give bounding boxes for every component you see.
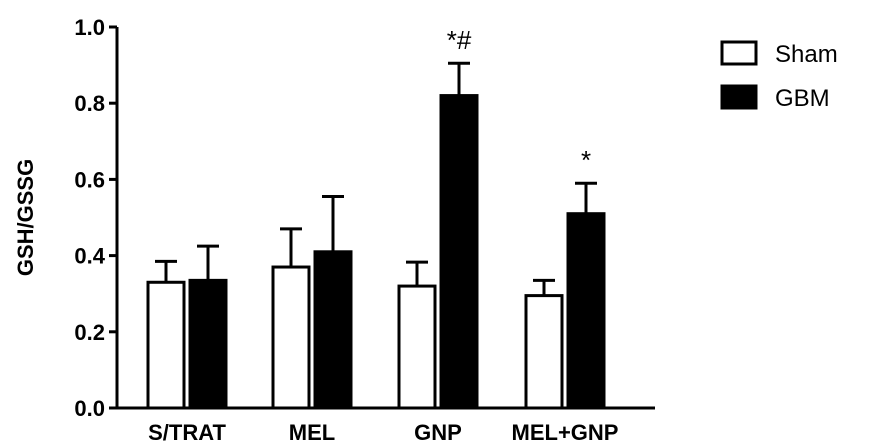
bar-gbm: [566, 212, 606, 410]
bar-sham: [146, 280, 186, 410]
legend-swatch-sham: [720, 40, 758, 66]
y-tick-label: 0.6: [74, 167, 105, 192]
bar-sham: [397, 284, 437, 410]
bar-sham: [271, 265, 311, 410]
y-tick-label: 0.2: [74, 320, 105, 345]
x-category-label: GNP: [414, 420, 462, 445]
bar-sham: [524, 294, 564, 410]
legend-swatch-gbm: [720, 84, 758, 110]
x-category-label: MEL: [289, 420, 335, 445]
bar-gbm: [313, 250, 353, 410]
y-tick-label: 1.0: [74, 15, 105, 40]
legend-label-gbm: GBM: [775, 85, 830, 112]
y-tick-label: 0.4: [74, 244, 105, 269]
x-category-label: MEL+GNP: [512, 420, 619, 445]
y-tick-label: 0.8: [74, 91, 105, 116]
legend: Sham GBM: [720, 40, 838, 112]
bar-gbm: [188, 278, 228, 410]
bars-layer: S/TRAT MEL GNP *# MEL+GNP *: [146, 25, 619, 445]
significance-annotation: *#: [447, 25, 472, 55]
y-axis-title: GSH/GSSG: [13, 159, 38, 276]
y-tick-label: 0.0: [74, 396, 105, 421]
x-category-label: S/TRAT: [148, 420, 226, 445]
bar-gbm: [439, 94, 479, 410]
significance-annotation: *: [581, 145, 591, 175]
legend-label-sham: Sham: [775, 41, 838, 68]
